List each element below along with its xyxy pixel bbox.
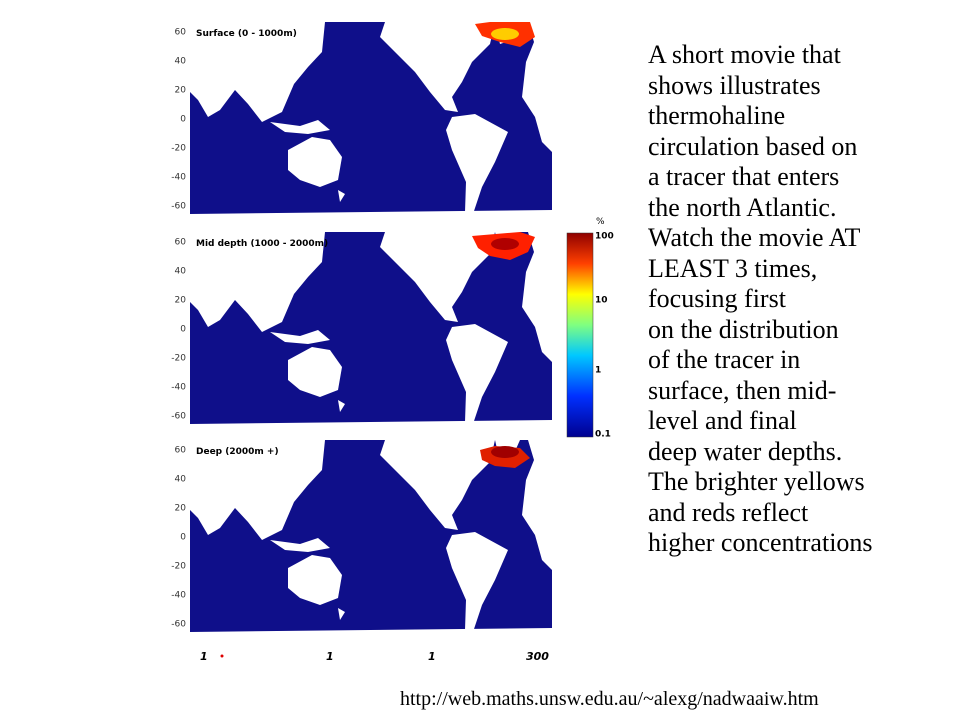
colorbar: [566, 232, 594, 438]
description-line: and reds reflect: [648, 497, 809, 527]
description-line: Watch the movie AT: [648, 223, 861, 252]
tracer-core: [491, 28, 519, 40]
timeline-label: 1: [200, 650, 208, 663]
y-tick-label: -20: [171, 562, 186, 572]
colorbar-unit: %: [596, 217, 605, 227]
y-tick-label: 40: [175, 267, 187, 277]
panel-title: Mid depth (1000 - 2000m): [196, 239, 328, 249]
y-tick-label: -40: [171, 591, 186, 601]
map: [190, 22, 552, 225]
description-line: surface, then mid-: [648, 375, 837, 405]
y-tick-label: -20: [171, 144, 186, 154]
description-line: level and final: [648, 406, 797, 435]
y-tick-label: 40: [175, 57, 187, 67]
source-url: http://web.maths.unsw.edu.au/~alexg/nadw…: [400, 688, 819, 710]
tracer-maps: Surface (0 - 1000m) 60 40 20 0 -20 -40 -60 Mid d…: [171, 22, 614, 663]
panel-title: Surface (0 - 1000m): [196, 29, 297, 39]
y-tick-label: -40: [171, 383, 186, 393]
tracer-core: [491, 238, 519, 250]
y-tick-label: 40: [175, 475, 187, 485]
y-tick-label: 60: [175, 446, 187, 456]
panel-title: Deep (2000m +): [196, 447, 279, 457]
description: A short movie that shows illustrates therm…: [648, 40, 873, 559]
description-line: the north Atlantic.: [648, 192, 837, 222]
y-tick-label: 60: [175, 28, 187, 38]
y-tick-label: -20: [171, 354, 186, 364]
description-line: focusing first: [648, 284, 786, 313]
y-tick-label: 0: [180, 115, 186, 125]
tracer-core: [491, 446, 519, 458]
description-line: deep water depths.: [648, 436, 843, 466]
y-tick-label: 20: [175, 296, 187, 306]
y-tick-label: -60: [171, 202, 186, 212]
y-tick-label: 0: [180, 325, 186, 335]
timeline-label: 300: [526, 650, 549, 663]
y-tick-label: 20: [175, 504, 187, 514]
description-line: shows illustrates: [648, 70, 821, 100]
description-line: circulation based on: [648, 131, 858, 161]
map: [190, 440, 552, 643]
map: [190, 232, 552, 435]
timeline-marker: [220, 654, 224, 658]
description-line: on the distribution: [648, 314, 839, 344]
y-tick-label: -60: [171, 620, 186, 630]
description-line: of the tracer in: [648, 345, 801, 374]
y-tick-label: 20: [175, 86, 187, 96]
description-line: a tracer that enters: [648, 162, 840, 191]
description-line: The brighter yellows: [648, 467, 865, 496]
y-tick-label: 0: [180, 533, 186, 543]
colorbar-label: 1: [595, 366, 601, 376]
description-line: higher concentrations: [648, 528, 873, 557]
y-tick-label: 60: [175, 238, 187, 248]
y-tick-label: -60: [171, 412, 186, 422]
description-line: LEAST 3 times,: [648, 253, 818, 283]
y-tick-label: -40: [171, 173, 186, 183]
description-line: thermohaline: [648, 101, 786, 130]
timeline-label: 1: [326, 650, 334, 663]
colorbar-label: 10: [595, 296, 608, 306]
timeline-label: 1: [428, 650, 436, 663]
description-line: A short movie that: [648, 40, 841, 69]
colorbar-label: 100: [595, 232, 614, 242]
colorbar-label: 0.1: [595, 430, 611, 440]
